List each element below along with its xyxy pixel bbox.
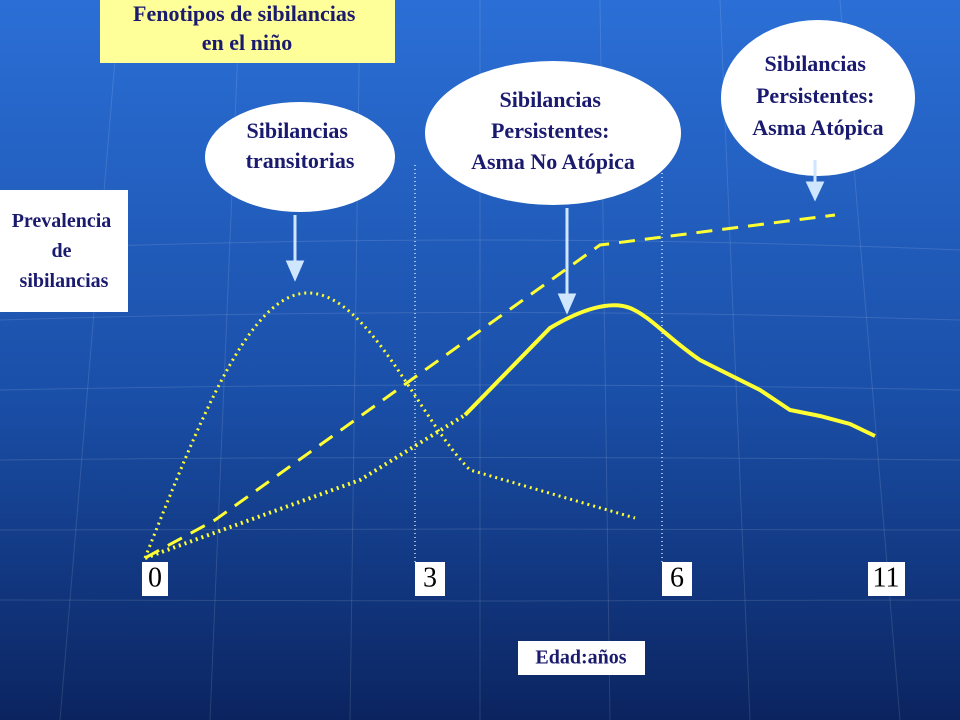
curves (143, 213, 876, 560)
y-label-line: sibilancias (20, 270, 109, 292)
tick-box (868, 562, 905, 596)
y-label-line: Prevalencia (12, 210, 112, 232)
title-line: en el niño (202, 30, 292, 55)
bubble-text: Sibilancias Persistentes: Asma Atópica (752, 51, 883, 140)
x-label-box (518, 641, 645, 675)
x-tick-label: 3 (423, 562, 437, 593)
arrows (285, 160, 825, 315)
bubble-line: Sibilancias (765, 51, 867, 76)
tick-box (415, 562, 445, 596)
title-box (100, 0, 395, 63)
bubble (205, 102, 395, 212)
bubble-line: Sibilancias (500, 87, 602, 112)
bubble-text: Sibilancias transitorias (246, 118, 355, 173)
non-atopic-early (144, 413, 467, 560)
y-label: Prevalencia de sibilancias (12, 210, 117, 292)
bubble (425, 61, 681, 205)
bubble-line: Asma Atópica (752, 115, 883, 140)
tick-box (662, 562, 692, 596)
y-label-line: de (52, 240, 72, 262)
bubble-line: Persistentes: (756, 83, 875, 108)
x-tick-label: 6 (670, 562, 684, 593)
title-line: Fenotipos de sibilancias (133, 1, 356, 26)
x-tick-label: 11 (873, 562, 900, 593)
age-dividers (414, 165, 663, 565)
bubble (721, 20, 915, 176)
x-label: Edad:años (535, 647, 626, 669)
bubble-line: Asma No Atópica (471, 149, 635, 174)
x-tick-label: 0 (148, 562, 162, 593)
bubble-line: Sibilancias (247, 118, 349, 143)
bubble-text: Sibilancias Persistentes: Asma No Atópic… (471, 87, 635, 174)
non-atopic-curve (463, 303, 876, 438)
atopic-curve (144, 213, 836, 560)
bubble-line: transitorias (246, 148, 355, 173)
title: Fenotipos de sibilancias en el niño (133, 1, 361, 55)
bubble-line: Persistentes: (491, 118, 610, 143)
tick-box (142, 562, 168, 596)
y-label-box (0, 190, 128, 312)
